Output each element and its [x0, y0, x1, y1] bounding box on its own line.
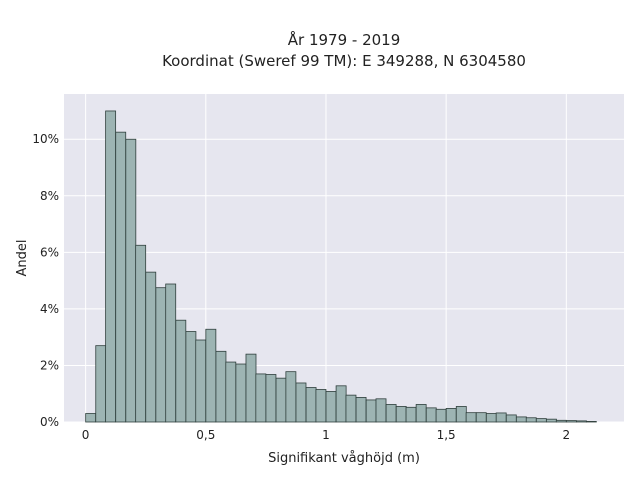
x-axis-ticks: 0 0,5 1 1,5 2	[82, 428, 570, 442]
histogram-bar	[145, 271, 157, 423]
histogram-bar	[395, 406, 407, 423]
y-tick-label: 0%	[40, 415, 59, 429]
histogram-bar	[315, 389, 327, 423]
histogram-bar	[175, 319, 187, 423]
histogram-bar	[405, 406, 417, 423]
histogram-bar	[345, 394, 357, 423]
histogram-bar	[485, 413, 497, 423]
x-axis-label: Signifikant våghöjd (m)	[268, 451, 420, 466]
histogram-bar	[565, 420, 577, 423]
histogram-bar	[195, 339, 207, 423]
histogram-bar	[85, 413, 97, 423]
y-tick-label: 4%	[40, 302, 59, 316]
y-axis-ticks: 0% 2% 4% 6% 8% 10%	[32, 132, 59, 429]
histogram-bar	[505, 414, 517, 423]
histogram-bar	[355, 396, 367, 423]
histogram-bar	[455, 406, 467, 423]
histogram-bar	[465, 412, 477, 423]
histogram-bar	[325, 391, 337, 423]
y-tick-label: 2%	[40, 358, 59, 372]
histogram-bar	[525, 417, 537, 423]
histogram-bar	[205, 328, 217, 423]
histogram-bar	[135, 244, 147, 423]
histogram-bar	[305, 387, 317, 423]
x-tick-label: 1,5	[437, 428, 456, 442]
histogram-bar	[125, 138, 137, 423]
x-tick-label: 0	[82, 428, 90, 442]
histogram-bar	[255, 373, 267, 423]
histogram-bar	[385, 404, 397, 423]
histogram-bar	[115, 131, 127, 423]
histogram-bar	[425, 407, 437, 423]
histogram-bar	[535, 418, 547, 423]
histogram-bar	[515, 416, 527, 423]
histogram-bar	[225, 361, 237, 423]
histogram-bar	[245, 353, 257, 423]
x-tick-label: 1	[322, 428, 330, 442]
histogram-bar	[95, 345, 107, 423]
histogram-bar	[155, 287, 167, 423]
histogram-bar	[265, 374, 277, 423]
histogram-bar	[235, 363, 247, 423]
y-tick-label: 8%	[40, 189, 59, 203]
histogram-bar	[105, 110, 117, 423]
histogram-bar	[475, 412, 487, 423]
chart-title: År 1979 - 2019	[288, 30, 401, 49]
histogram-bar	[555, 419, 567, 423]
bars	[85, 110, 597, 423]
x-tick-label: 0,5	[196, 428, 215, 442]
histogram-bar	[365, 399, 377, 423]
y-axis-label: Andel	[15, 240, 30, 277]
y-tick-label: 6%	[40, 245, 59, 259]
histogram-bar	[185, 331, 197, 423]
histogram-bar	[495, 412, 507, 423]
histogram-bar	[285, 371, 297, 423]
chart-subtitle: Koordinat (Sweref 99 TM): E 349288, N 63…	[162, 52, 526, 70]
histogram-bar	[165, 283, 177, 423]
histogram-bar	[576, 420, 587, 423]
histogram-bar	[215, 350, 227, 423]
histogram-bar	[375, 398, 387, 423]
histogram-bar	[335, 385, 347, 423]
y-tick-label: 10%	[32, 132, 59, 146]
histogram-bar	[585, 421, 597, 423]
histogram-bar	[546, 418, 557, 423]
histogram-bar	[445, 408, 457, 423]
histogram-bar	[295, 382, 307, 423]
x-tick-label: 2	[562, 428, 570, 442]
histogram-bar	[435, 408, 447, 423]
histogram-bar	[415, 404, 427, 423]
histogram-bar	[275, 377, 287, 423]
